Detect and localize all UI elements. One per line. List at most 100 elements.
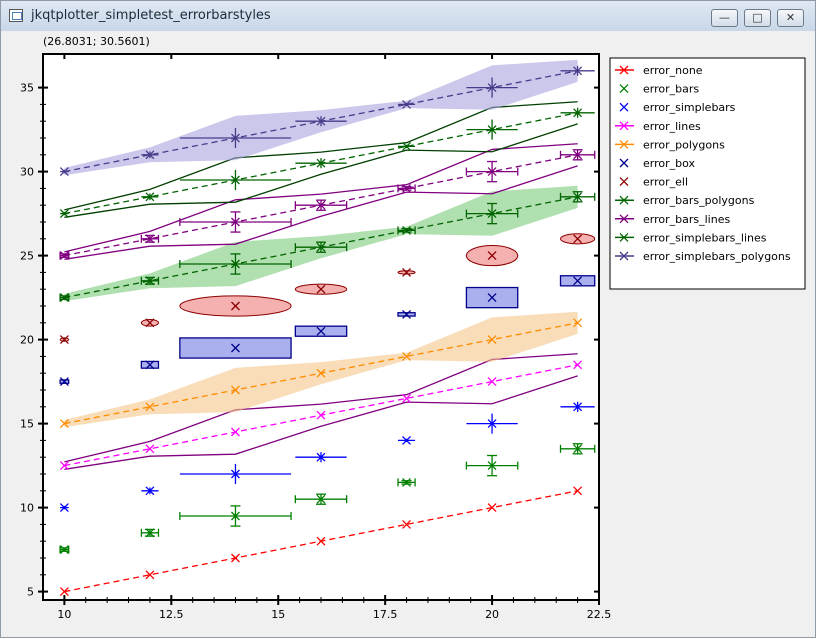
- series-error-ell: [59, 233, 596, 345]
- x-tick-label: 15: [271, 608, 285, 621]
- legend-label: error_bars: [643, 83, 699, 96]
- maximize-button[interactable]: □: [744, 9, 771, 27]
- data-point-marker: [573, 234, 583, 244]
- legend-label: error_simplebars_polygons: [643, 250, 791, 263]
- x-tick-label: 12.5: [159, 608, 184, 621]
- data-point-marker: [573, 150, 583, 160]
- data-point-marker: [59, 419, 69, 429]
- data-point-marker: [231, 133, 240, 143]
- legend-marker: [619, 65, 629, 75]
- legend-item: error_ell: [619, 176, 688, 189]
- data-point-marker: [402, 435, 411, 445]
- data-point-marker: [316, 536, 326, 546]
- mouse-coordinate-readout: (26.8031; 30.5601): [43, 35, 150, 48]
- data-point-marker: [145, 192, 155, 202]
- data-point-marker: [573, 444, 583, 454]
- data-point-marker: [231, 343, 240, 353]
- series-error-box: [59, 275, 596, 387]
- x-tick-label: 10: [57, 608, 71, 621]
- legend-label: error_ell: [643, 176, 688, 189]
- error-line-lower: [64, 123, 578, 218]
- y-tick-label: 35: [20, 82, 34, 95]
- data-point-marker: [59, 377, 69, 387]
- data-point-marker: [487, 251, 497, 261]
- data-point-marker: [145, 486, 155, 496]
- data-point-marker: [573, 108, 583, 118]
- data-point-marker: [402, 309, 411, 319]
- data-point-marker: [487, 419, 497, 429]
- data-point-marker: [231, 259, 240, 269]
- data-point-marker: [231, 301, 240, 311]
- error-line-lower: [64, 375, 578, 470]
- data-point-marker: [487, 503, 497, 513]
- data-point-marker: [487, 335, 497, 345]
- error-line-lower: [64, 165, 578, 260]
- legend-item: error_simplebars_lines: [615, 231, 767, 244]
- legend-marker: [619, 195, 629, 205]
- data-point-marker: [316, 242, 326, 252]
- legend-item: error_simplebars_polygons: [615, 250, 791, 263]
- data-point-marker: [59, 587, 69, 597]
- data-point-marker: [402, 141, 411, 151]
- data-point-marker: [402, 393, 411, 403]
- data-point-marker: [573, 486, 583, 496]
- legend-label: error_simplebars: [643, 101, 736, 114]
- legend-item: error_lines: [615, 120, 701, 133]
- legend-marker: [619, 251, 629, 261]
- data-point-marker: [231, 511, 240, 521]
- data-point-marker: [487, 209, 497, 219]
- data-point-marker: [316, 368, 326, 378]
- data-point-marker: [316, 410, 326, 420]
- series-error-simplebars-polygons: [59, 59, 595, 177]
- data-point-marker: [573, 192, 583, 202]
- data-point-marker: [59, 461, 69, 471]
- data-point-marker: [402, 519, 411, 529]
- data-point-marker: [231, 427, 240, 437]
- legend-marker: [619, 84, 629, 94]
- legend-item: error_bars_lines: [615, 213, 730, 226]
- legend-label: error_lines: [643, 120, 701, 133]
- data-point-marker: [402, 183, 411, 193]
- x-tick-label: 22.5: [587, 608, 612, 621]
- data-point-marker: [402, 351, 411, 361]
- title-bar[interactable]: jkqtplotter_simpletest_errorbarstyles — …: [1, 1, 815, 31]
- error-line-upper: [64, 143, 578, 253]
- data-point-marker: [316, 494, 326, 504]
- data-point-marker: [316, 158, 326, 168]
- data-point-marker: [402, 225, 411, 235]
- close-button[interactable]: ✕: [777, 9, 804, 27]
- legend-marker: [619, 139, 629, 149]
- series-error-bars-polygons: [59, 185, 596, 303]
- data-point-marker: [145, 444, 155, 454]
- data-point-marker: [487, 125, 497, 135]
- legend-marker: [619, 214, 629, 224]
- legend-item: error_polygons: [615, 138, 725, 151]
- data-point-marker: [316, 116, 326, 126]
- legend-label: error_bars_lines: [643, 213, 730, 226]
- series-error-none: [59, 486, 583, 597]
- y-tick-label: 10: [20, 502, 34, 515]
- data-point-marker: [59, 335, 69, 345]
- series-error-simplebars-lines: [59, 101, 595, 219]
- data-point-marker: [145, 234, 155, 244]
- legend-item: error_none: [615, 64, 703, 77]
- data-point-marker: [402, 267, 411, 277]
- data-point-marker: [231, 385, 240, 395]
- data-point-marker: [59, 503, 69, 513]
- data-point-marker: [487, 461, 497, 471]
- data-point-marker: [231, 469, 240, 479]
- data-point-marker: [487, 293, 497, 303]
- legend-label: error_none: [643, 64, 703, 77]
- window-title: jkqtplotter_simpletest_errorbarstyles: [31, 8, 271, 23]
- x-tick-label: 20: [485, 608, 499, 621]
- series-error-polygons: [59, 311, 583, 429]
- data-point-marker: [402, 99, 411, 109]
- data-point-marker: [316, 200, 326, 210]
- y-tick-label: 20: [20, 334, 34, 347]
- legend-marker: [619, 158, 629, 168]
- legend-box: [609, 57, 806, 290]
- minimize-button[interactable]: —: [711, 9, 738, 27]
- data-point-marker: [487, 83, 497, 93]
